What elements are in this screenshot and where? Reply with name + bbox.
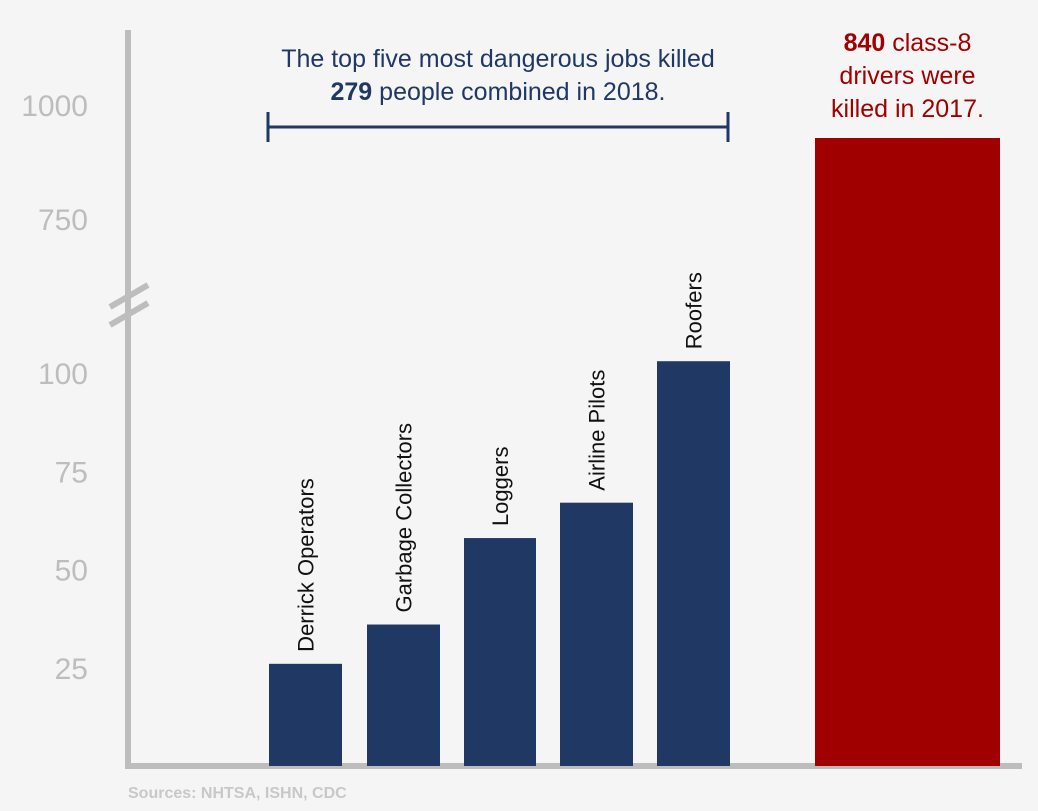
bracket-annotation: The top five most dangerous jobs killed … [238, 43, 758, 109]
highlight-annotation-line3: killed in 2017. [831, 95, 984, 123]
bracket-annotation-total: 279 [330, 78, 373, 106]
category-label: Loggers [488, 447, 513, 527]
axis-break-mark [108, 282, 150, 310]
y-tick-label: 25 [55, 653, 88, 686]
category-label: Derrick Operators [294, 478, 319, 652]
bracket-annotation-line2: 279 people combined in 2018. [238, 76, 758, 109]
category-label: Garbage Collectors [392, 423, 417, 613]
category-label: Roofers [682, 272, 707, 349]
source-note: Sources: NHTSA, ISHN, CDC [128, 785, 347, 802]
y-axis-ticks: 25 50 75 100 750 1000 [21, 90, 88, 686]
y-tick-label: 100 [38, 358, 88, 391]
y-tick-label: 50 [55, 555, 88, 588]
bar [560, 502, 633, 766]
bars [269, 138, 1000, 766]
highlight-annotation-rest: class-8 [885, 29, 972, 57]
highlight-annotation-count: 840 [843, 29, 886, 57]
bar [269, 663, 342, 766]
bar [815, 138, 1000, 766]
highlight-annotation: 840 class-8 drivers were killed in 2017. [800, 27, 1015, 126]
bar [464, 538, 536, 766]
y-tick-label: 75 [55, 456, 88, 489]
bracket-annotation-line1: The top five most dangerous jobs killed [281, 45, 715, 73]
y-tick-label: 750 [38, 204, 88, 237]
bracket-marker [266, 112, 730, 142]
category-label: Airline Pilots [585, 370, 610, 491]
category-labels: Derrick Operators Garbage Collectors Logge… [294, 272, 707, 652]
y-tick-label: 1000 [21, 90, 88, 123]
highlight-annotation-line2: drivers were [839, 62, 976, 90]
highlight-annotation-line1: 840 class-8 [800, 27, 1015, 60]
bracket-annotation-rest: people combined in 2018. [372, 78, 666, 106]
bar [657, 361, 730, 766]
bar [367, 624, 440, 766]
axis-break-mark [108, 300, 150, 328]
